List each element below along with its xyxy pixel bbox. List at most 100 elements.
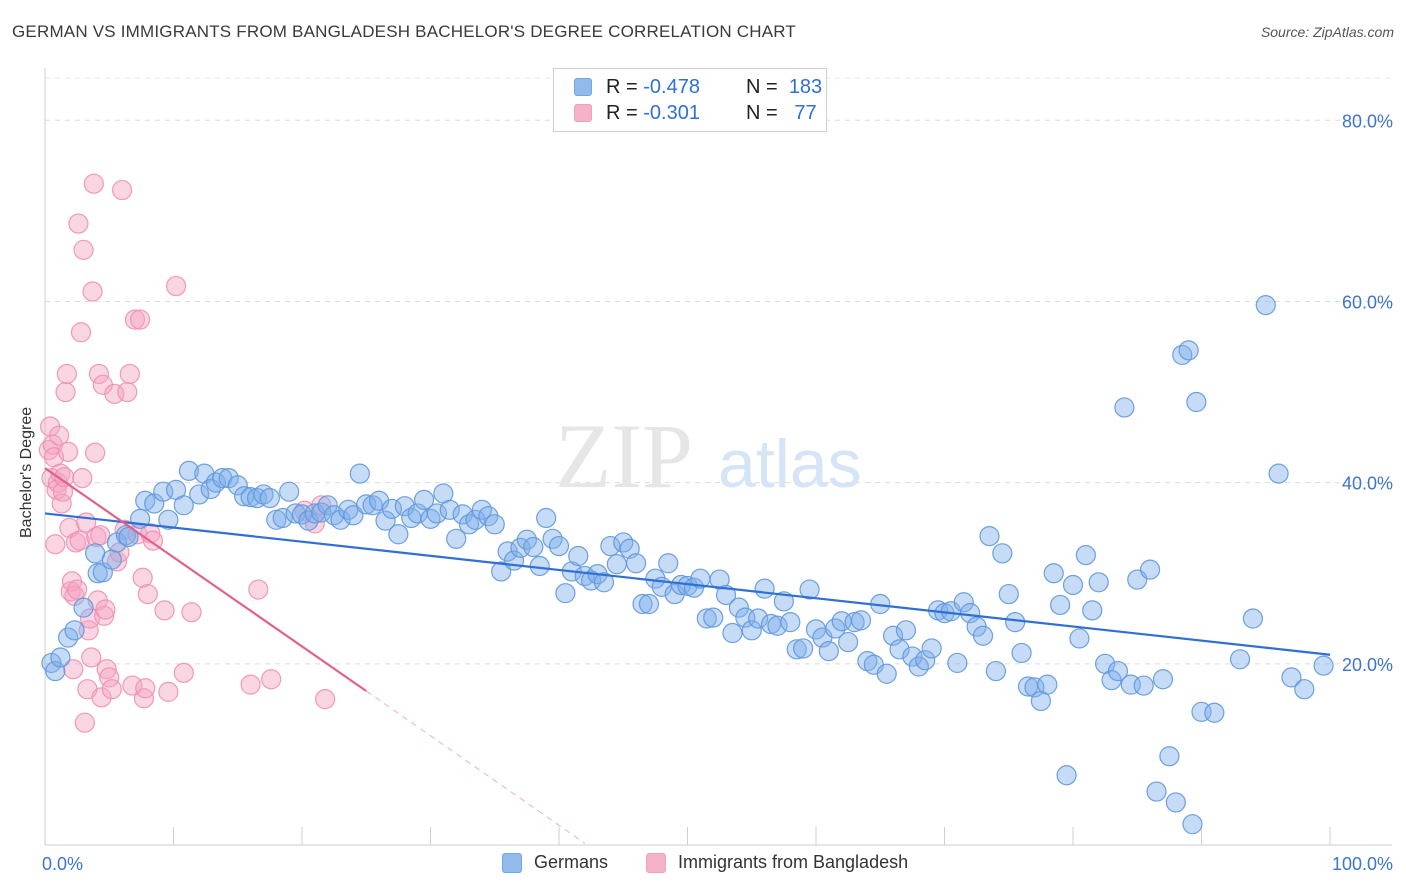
german-point-75 — [536, 507, 557, 529]
watermark-atlas: atlas — [718, 426, 862, 502]
german-point-128 — [876, 663, 897, 684]
bangladesh-trend-line — [44, 467, 367, 692]
german-point-74 — [529, 555, 550, 577]
trend-lines — [44, 467, 1331, 844]
bangladesh-point-11 — [52, 481, 74, 502]
german-point-94 — [658, 553, 679, 574]
german-point-119 — [818, 641, 839, 662]
legend-r-germans: R = -0.478 — [606, 75, 700, 98]
legend-swatch-germans — [574, 78, 592, 96]
bottom-legend-swatch-germans — [502, 852, 522, 873]
bangladesh-point-26 — [72, 468, 93, 489]
german-point-146 — [992, 543, 1013, 564]
german-point-159 — [1075, 545, 1096, 566]
german-point-17 — [158, 509, 179, 530]
bangladesh-point-69 — [181, 602, 202, 623]
bottom-legend-germans: Germans — [502, 852, 608, 873]
german-point-102 — [709, 569, 730, 590]
german-point-73 — [523, 536, 544, 558]
german-point-50 — [375, 510, 396, 531]
german-point-176 — [1182, 814, 1203, 835]
german-point-112 — [773, 591, 794, 612]
chart-source: Source: ZipAtlas.com — [1260, 24, 1394, 40]
bangladesh-point-47 — [101, 679, 122, 700]
german-point-114 — [786, 639, 807, 660]
german-point-132 — [902, 646, 923, 667]
german-point-53 — [394, 496, 415, 517]
german-point-1 — [45, 660, 66, 682]
y-tick-label-20: 20.0% — [1342, 655, 1393, 675]
german-point-135 — [921, 638, 942, 659]
german-point-43 — [330, 509, 351, 530]
bangladesh-points — [38, 173, 336, 733]
german-point-89 — [625, 553, 647, 574]
german-point-90 — [632, 593, 653, 615]
bangladesh-point-51 — [111, 179, 133, 201]
bottom-legend-swatch-bangladesh — [646, 852, 666, 873]
legend: R = -0.478 N = 183 R = -0.301 N = 77 — [553, 68, 827, 132]
german-point-157 — [1062, 574, 1084, 596]
german-point-109 — [754, 578, 775, 599]
german-point-5 — [73, 597, 94, 618]
bangladesh-point-41 — [91, 687, 112, 708]
bangladesh-point-15 — [58, 441, 79, 462]
german-point-100 — [696, 608, 717, 629]
legend-row-bangladesh: R = -0.301 N = 77 — [574, 101, 817, 125]
y-axis-label-wrap: Bachelor's Degree — [18, 407, 38, 558]
german-point-153 — [1037, 674, 1058, 695]
watermark-zip: ZIP — [555, 405, 693, 507]
bangladesh-point-19 — [63, 659, 84, 680]
bangladesh-point-65 — [154, 600, 175, 621]
german-point-134 — [915, 650, 936, 671]
german-point-86 — [606, 554, 627, 575]
bangladesh-point-68 — [173, 662, 194, 683]
bangladesh-point-39 — [88, 363, 110, 385]
german-point-177 — [1186, 391, 1207, 413]
bangladesh-trend-extension — [365, 690, 585, 844]
bottom-legend-label-germans: Germans — [534, 852, 609, 872]
bangladesh-point-23 — [68, 213, 89, 234]
x-tick-label-100: 100.0% — [1332, 854, 1393, 874]
bangladesh-point-28 — [74, 712, 95, 733]
bangladesh-point-70 — [240, 674, 261, 695]
bangladesh-point-48 — [104, 383, 125, 404]
y-tick-label-60: 60.0% — [1342, 292, 1393, 312]
german-point-66 — [478, 506, 499, 527]
german-point-131 — [895, 620, 917, 641]
chart-title: GERMAN VS IMMIGRANTS FROM BANGLADESH BAC… — [12, 22, 797, 41]
german-point-115 — [793, 638, 814, 659]
bottom-legend-label-bangladesh: Immigrants from Bangladesh — [678, 852, 909, 872]
bangladesh-point-22 — [67, 579, 88, 600]
german-point-170 — [1146, 781, 1167, 802]
german-point-80 — [568, 545, 589, 567]
bangladesh-point-66 — [158, 681, 179, 703]
bangladesh-point-76 — [315, 689, 336, 710]
german-point-161 — [1088, 572, 1109, 593]
german-point-116 — [799, 579, 820, 600]
german-point-125 — [857, 651, 878, 672]
bottom-legend-bangladesh: Immigrants from Bangladesh — [646, 852, 908, 873]
german-point-101 — [703, 607, 724, 628]
german-point-19 — [173, 495, 194, 516]
german-point-179 — [1204, 702, 1225, 723]
german-point-147 — [998, 583, 1019, 605]
legend-n-germans: N = 183 — [746, 75, 823, 98]
german-point-140 — [953, 592, 974, 613]
german-point-49 — [369, 490, 390, 511]
german-point-61 — [446, 528, 467, 549]
german-point-173 — [1165, 792, 1186, 813]
german-point-180 — [1229, 649, 1251, 670]
german-point-181 — [1242, 608, 1264, 629]
german-point-64 — [465, 509, 486, 530]
german-point-111 — [767, 615, 788, 636]
german-point-156 — [1056, 765, 1077, 786]
bangladesh-point-54 — [119, 363, 140, 385]
german-point-103 — [715, 584, 737, 606]
german-point-143 — [972, 625, 994, 646]
german-point-41 — [317, 495, 338, 516]
german-point-164 — [1107, 660, 1129, 682]
german-point-185 — [1294, 679, 1315, 700]
german-points — [41, 294, 1334, 835]
y-tick-label-40: 40.0% — [1342, 474, 1393, 494]
german-point-62 — [452, 504, 473, 525]
